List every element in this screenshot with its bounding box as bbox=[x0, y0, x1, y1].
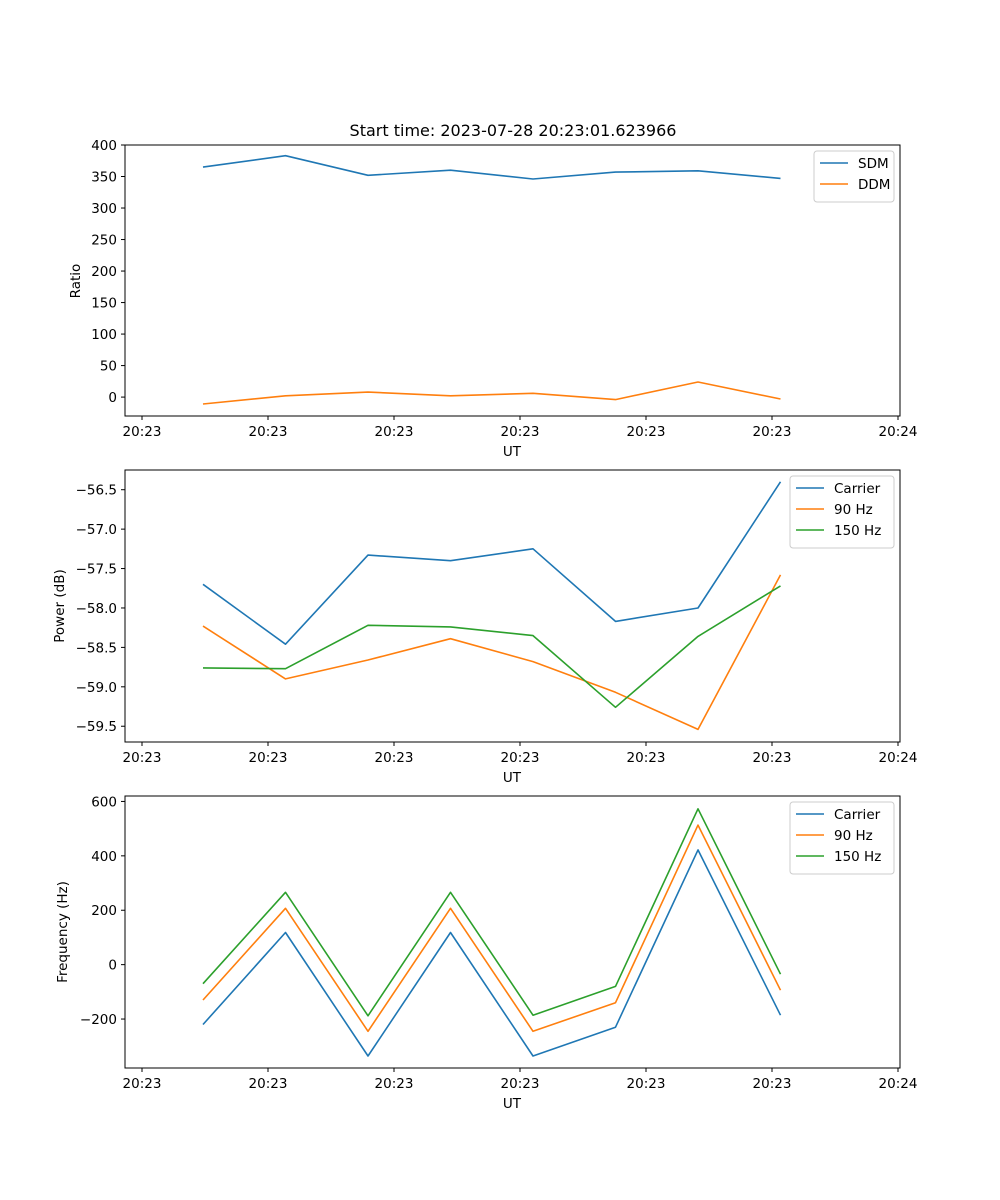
power-y-tick-label: −58.5 bbox=[76, 640, 117, 656]
frequency-legend-label: Carrier bbox=[834, 807, 881, 823]
frequency-y-axis-label: Frequency (Hz) bbox=[55, 881, 71, 983]
frequency-y-tick-label: 600 bbox=[91, 794, 117, 810]
frequency-series-line-carrier bbox=[202, 849, 782, 1057]
power-series-line-carrier bbox=[202, 481, 782, 646]
ratio-y-tick-label: 50 bbox=[100, 359, 117, 375]
frequency-x-axis-label: UT bbox=[503, 1096, 522, 1112]
ratio-legend-label: DDM bbox=[858, 177, 890, 193]
frequency-legend-label: 150 Hz bbox=[834, 849, 881, 865]
frequency-x-tick-label: 20:23 bbox=[753, 1076, 792, 1092]
frequency-y-tick-label: 0 bbox=[108, 958, 117, 974]
ratio-series-group bbox=[202, 154, 781, 405]
power-x-tick-label: 20:23 bbox=[375, 750, 414, 766]
ratio-y-tick-label: 300 bbox=[91, 201, 117, 217]
power-x-tick-label: 20:24 bbox=[879, 750, 918, 766]
ratio-y-ticks: 0 50 100 150 200 250 300 350 400 bbox=[91, 138, 125, 406]
panel-power: −59.5 −59.0 −58.5 −58.0 −57.5 −57.0 −56.5 20:2… bbox=[52, 469, 918, 786]
ratio-x-tick-label: 20:23 bbox=[501, 424, 540, 440]
power-series-group bbox=[202, 481, 782, 731]
power-legend-label: 90 Hz bbox=[834, 502, 873, 518]
frequency-x-tick-label: 20:24 bbox=[879, 1076, 918, 1092]
power-axes-frame bbox=[124, 469, 901, 743]
ratio-y-tick-label: 0 bbox=[108, 390, 117, 406]
power-x-tick-label: 20:23 bbox=[123, 750, 162, 766]
frequency-series-line-90-hz bbox=[202, 824, 782, 1033]
ratio-legend-label: SDM bbox=[858, 156, 889, 172]
ratio-x-tick-label: 20:23 bbox=[753, 424, 792, 440]
frequency-y-tick-label: −200 bbox=[80, 1012, 117, 1028]
ratio-axes-frame bbox=[124, 144, 901, 417]
ratio-y-tick-label: 150 bbox=[91, 296, 117, 312]
ratio-y-tick-label: 200 bbox=[91, 264, 117, 280]
power-y-tick-label: −59.5 bbox=[76, 719, 117, 735]
frequency-series-group bbox=[202, 807, 782, 1057]
power-y-tick-label: −59.0 bbox=[76, 680, 117, 696]
frequency-x-tick-label: 20:23 bbox=[501, 1076, 540, 1092]
frequency-x-ticks: 20:23 20:23 20:23 20:23 20:23 20:23 20:24 bbox=[123, 1068, 918, 1092]
frequency-series-line-150-hz bbox=[202, 807, 782, 1017]
frequency-y-tick-label: 200 bbox=[91, 903, 117, 919]
frequency-y-ticks: −200 0 200 400 600 bbox=[80, 794, 125, 1028]
ratio-x-ticks: 20:23 20:23 20:23 20:23 20:23 20:23 20:24 bbox=[123, 416, 918, 440]
power-y-ticks: −59.5 −59.0 −58.5 −58.0 −57.5 −57.0 −56.5 bbox=[76, 483, 125, 735]
power-x-ticks: 20:23 20:23 20:23 20:23 20:23 20:23 20:24 bbox=[123, 742, 918, 766]
power-legend-label: Carrier bbox=[834, 481, 881, 497]
chart-title: Start time: 2023-07-28 20:23:01.623966 bbox=[350, 121, 677, 140]
ratio-y-tick-label: 100 bbox=[91, 327, 117, 343]
power-x-axis-label: UT bbox=[503, 770, 522, 786]
frequency-x-tick-label: 20:23 bbox=[249, 1076, 288, 1092]
ratio-y-tick-label: 250 bbox=[91, 233, 117, 249]
ratio-y-axis-label: Ratio bbox=[68, 264, 84, 299]
ratio-x-axis-label: UT bbox=[503, 444, 522, 460]
power-x-tick-label: 20:23 bbox=[501, 750, 540, 766]
ratio-x-tick-label: 20:24 bbox=[879, 424, 918, 440]
frequency-x-tick-label: 20:23 bbox=[375, 1076, 414, 1092]
power-x-tick-label: 20:23 bbox=[753, 750, 792, 766]
frequency-legend: Carrier 90 Hz 150 Hz bbox=[789, 801, 895, 875]
power-y-axis-label: Power (dB) bbox=[52, 569, 68, 642]
power-y-tick-label: −57.5 bbox=[76, 562, 117, 578]
frequency-y-tick-label: 400 bbox=[91, 849, 117, 865]
power-legend-label: 150 Hz bbox=[834, 523, 881, 539]
ratio-legend: SDM DDM bbox=[813, 150, 895, 203]
ratio-x-tick-label: 20:23 bbox=[123, 424, 162, 440]
frequency-x-tick-label: 20:23 bbox=[627, 1076, 666, 1092]
power-y-tick-label: −58.0 bbox=[76, 601, 117, 617]
power-x-tick-label: 20:23 bbox=[627, 750, 666, 766]
power-series-line-90-hz bbox=[202, 574, 782, 731]
ratio-series-line-sdm bbox=[202, 154, 781, 180]
power-y-tick-label: −57.0 bbox=[76, 522, 117, 538]
ratio-x-tick-label: 20:23 bbox=[375, 424, 414, 440]
frequency-axes-frame bbox=[124, 795, 901, 1069]
power-series-line-150-hz bbox=[202, 585, 781, 709]
ratio-series-line-ddm bbox=[202, 381, 781, 405]
power-y-tick-label: −56.5 bbox=[76, 483, 117, 499]
ratio-x-tick-label: 20:23 bbox=[249, 424, 288, 440]
frequency-legend-label: 90 Hz bbox=[834, 828, 873, 844]
power-x-tick-label: 20:23 bbox=[249, 750, 288, 766]
ratio-x-tick-label: 20:23 bbox=[627, 424, 666, 440]
power-legend: Carrier 90 Hz 150 Hz bbox=[789, 475, 895, 549]
ratio-y-tick-label: 400 bbox=[91, 138, 117, 154]
frequency-x-tick-label: 20:23 bbox=[123, 1076, 162, 1092]
ratio-y-tick-label: 350 bbox=[91, 170, 117, 186]
